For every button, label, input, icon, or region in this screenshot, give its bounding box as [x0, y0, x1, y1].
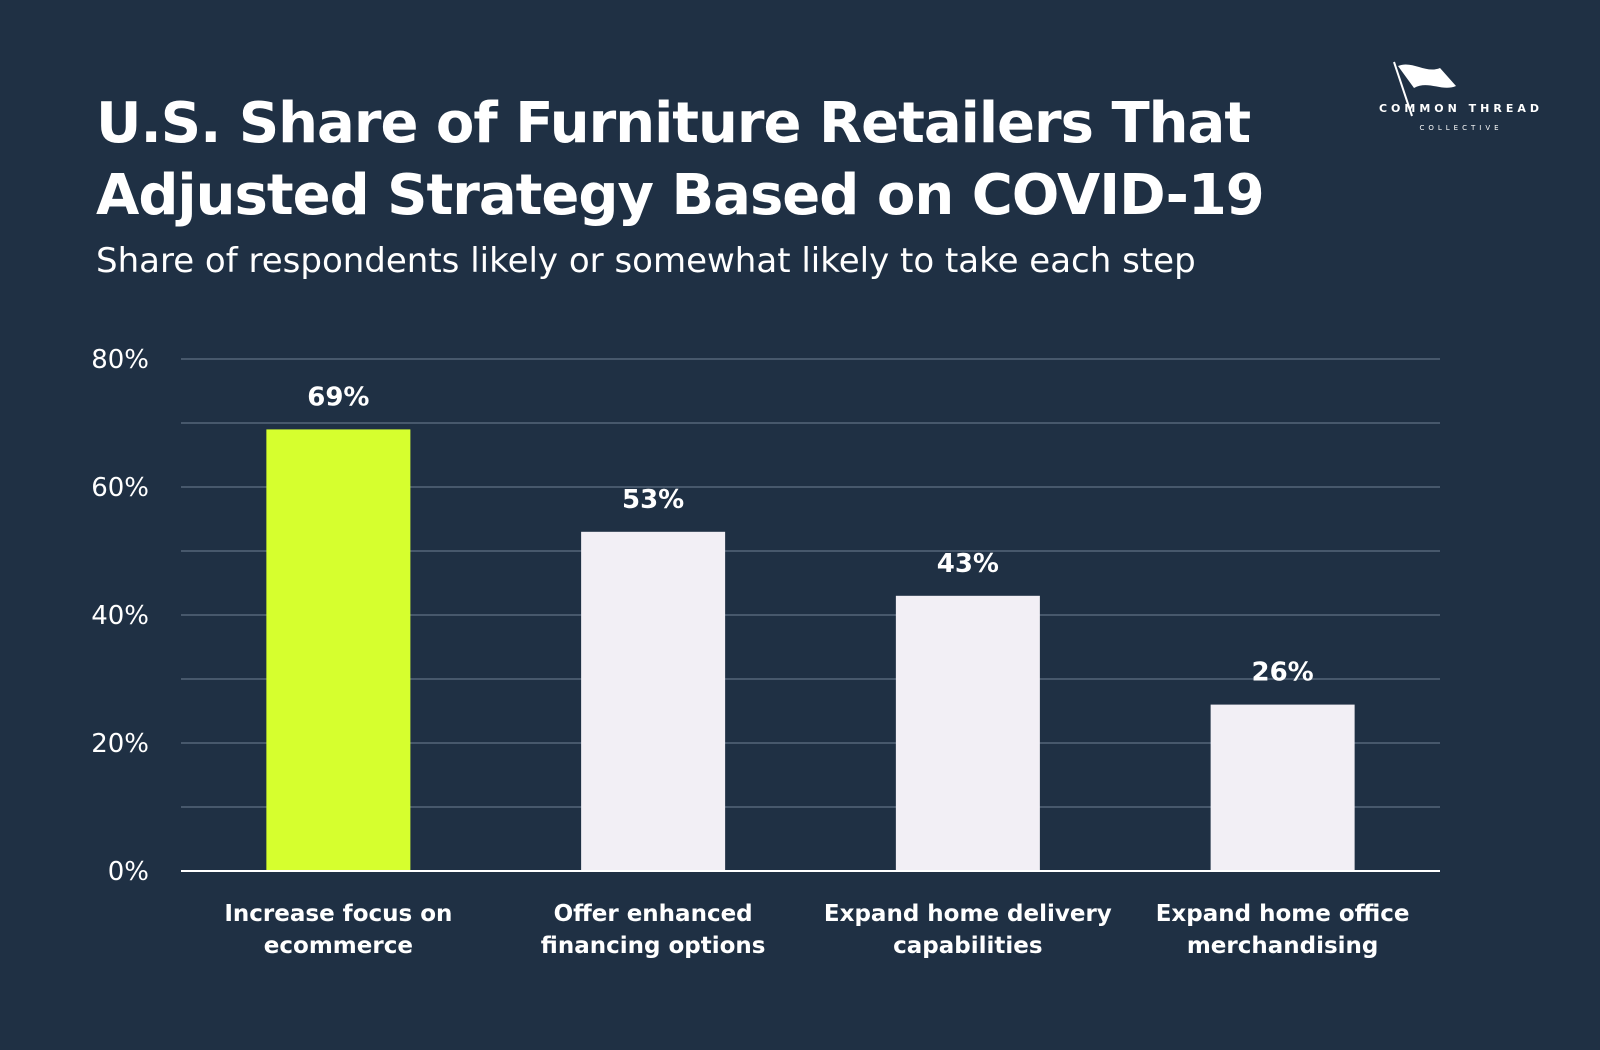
y-tick-label: 0%: [108, 857, 149, 887]
y-tick-label: 20%: [91, 729, 149, 759]
bar: [895, 595, 1040, 871]
flag-icon: [1393, 61, 1456, 117]
x-category-label: capabilities: [893, 933, 1042, 959]
x-category-label: Expand home office: [1156, 901, 1410, 927]
bar: [1210, 704, 1355, 871]
chart-subtitle: Share of respondents likely or somewhat …: [96, 241, 1196, 281]
x-category-label: Increase focus on: [224, 901, 452, 927]
bar-value-label: 26%: [1252, 658, 1314, 688]
bar-value-label: 69%: [307, 382, 369, 412]
brand-logo: COMMON THREAD COLLECTIVE: [1360, 58, 1560, 148]
bar: [266, 429, 411, 871]
x-category-label: ecommerce: [264, 933, 413, 959]
y-tick-label: 40%: [91, 601, 149, 631]
brand-name: COMMON THREAD: [1378, 102, 1544, 115]
x-category-label: merchandising: [1187, 933, 1379, 959]
bar-value-label: 53%: [622, 485, 684, 515]
y-tick-label: 80%: [91, 345, 149, 375]
chart-title: U.S. Share of Furniture Retailers That A…: [96, 91, 1265, 228]
x-category-label: Offer enhanced: [554, 901, 753, 927]
y-tick-label: 60%: [91, 473, 149, 503]
x-category-label: Expand home delivery: [824, 901, 1112, 927]
brand-subname: COLLECTIVE: [1419, 124, 1503, 132]
bar: [581, 531, 726, 871]
x-category-label: financing options: [541, 933, 766, 959]
bar-value-label: 43%: [937, 549, 999, 579]
